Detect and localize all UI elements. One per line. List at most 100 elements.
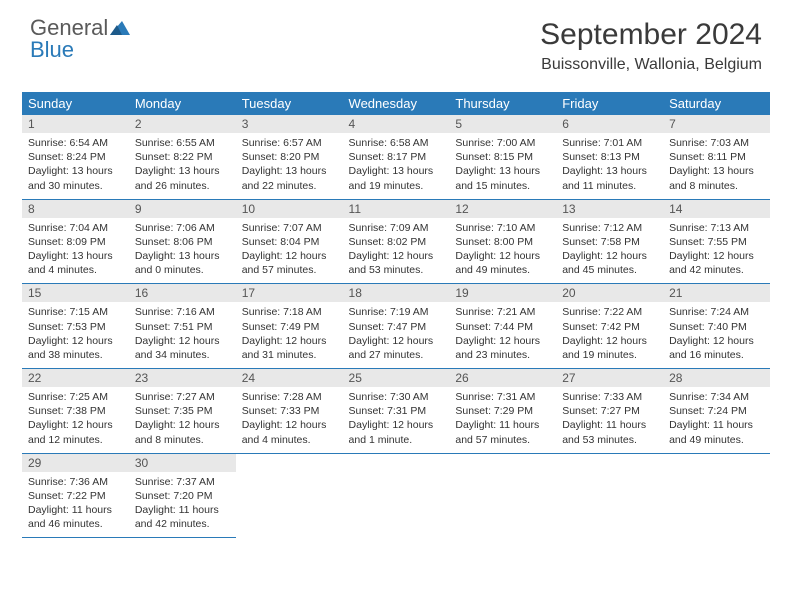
sunrise-label: Sunrise:: [562, 306, 603, 318]
sunset-line: Sunset: 7:27 PM: [562, 404, 657, 418]
day-number: 10: [236, 200, 343, 218]
logo: General Blue: [30, 18, 130, 62]
daylight-line: Daylight: 11 hours and 57 minutes.: [455, 418, 550, 446]
sunrise-value: 7:10 AM: [497, 222, 536, 234]
day-number: 30: [129, 454, 236, 472]
sunset-value: 7:33 PM: [280, 405, 319, 417]
sunset-value: 7:40 PM: [708, 321, 747, 333]
sunrise-value: 7:33 AM: [604, 391, 643, 403]
sunrise-label: Sunrise:: [135, 391, 176, 403]
sunset-value: 8:02 PM: [387, 236, 426, 248]
sunset-line: Sunset: 7:33 PM: [242, 404, 337, 418]
daylight-label: Daylight:: [455, 419, 499, 431]
sunrise-line: Sunrise: 7:36 AM: [28, 475, 123, 489]
day-body: Sunrise: 7:34 AMSunset: 7:24 PMDaylight:…: [663, 387, 770, 453]
day-body: Sunrise: 7:12 AMSunset: 7:58 PMDaylight:…: [556, 218, 663, 284]
sunset-line: Sunset: 8:04 PM: [242, 235, 337, 249]
sunrise-value: 7:12 AM: [604, 222, 643, 234]
sunset-value: 8:20 PM: [280, 151, 319, 163]
sunset-label: Sunset:: [455, 321, 494, 333]
day-body: Sunrise: 7:22 AMSunset: 7:42 PMDaylight:…: [556, 302, 663, 368]
daylight-line: Daylight: 13 hours and 11 minutes.: [562, 164, 657, 192]
sunset-line: Sunset: 7:20 PM: [135, 489, 230, 503]
day-body: Sunrise: 7:37 AMSunset: 7:20 PMDaylight:…: [129, 472, 236, 538]
sunrise-value: 7:31 AM: [497, 391, 536, 403]
logo-text: General Blue: [30, 15, 130, 62]
sunset-line: Sunset: 7:58 PM: [562, 235, 657, 249]
daylight-line: Daylight: 12 hours and 42 minutes.: [669, 249, 764, 277]
daylight-label: Daylight:: [135, 250, 179, 262]
sunset-label: Sunset:: [562, 321, 601, 333]
day-cell: 27Sunrise: 7:33 AMSunset: 7:27 PMDayligh…: [556, 369, 663, 454]
sunrise-value: 7:00 AM: [497, 137, 536, 149]
sunrise-label: Sunrise:: [669, 137, 710, 149]
daylight-label: Daylight:: [562, 250, 606, 262]
sunset-value: 8:15 PM: [494, 151, 533, 163]
sunrise-label: Sunrise:: [28, 476, 69, 488]
sunset-label: Sunset:: [562, 405, 601, 417]
logo-triangle-icon: [110, 18, 130, 38]
daylight-label: Daylight:: [455, 250, 499, 262]
sunrise-value: 7:34 AM: [711, 391, 750, 403]
sunset-value: 7:35 PM: [173, 405, 212, 417]
daylight-label: Daylight:: [349, 250, 393, 262]
day-of-week-header: Wednesday: [343, 92, 450, 115]
day-number: 28: [663, 369, 770, 387]
day-body: Sunrise: 7:19 AMSunset: 7:47 PMDaylight:…: [343, 302, 450, 368]
daylight-label: Daylight:: [242, 165, 286, 177]
day-cell: 16Sunrise: 7:16 AMSunset: 7:51 PMDayligh…: [129, 284, 236, 369]
day-cell: 13Sunrise: 7:12 AMSunset: 7:58 PMDayligh…: [556, 199, 663, 284]
day-number: 6: [556, 115, 663, 133]
sunset-label: Sunset:: [28, 321, 67, 333]
sunset-line: Sunset: 7:47 PM: [349, 320, 444, 334]
sunset-label: Sunset:: [455, 405, 494, 417]
sunset-line: Sunset: 8:00 PM: [455, 235, 550, 249]
day-body: Sunrise: 7:21 AMSunset: 7:44 PMDaylight:…: [449, 302, 556, 368]
day-number: 16: [129, 284, 236, 302]
day-body: Sunrise: 7:24 AMSunset: 7:40 PMDaylight:…: [663, 302, 770, 368]
sunset-line: Sunset: 7:42 PM: [562, 320, 657, 334]
day-cell: 24Sunrise: 7:28 AMSunset: 7:33 PMDayligh…: [236, 369, 343, 454]
sunset-label: Sunset:: [135, 151, 174, 163]
daylight-line: Daylight: 12 hours and 57 minutes.: [242, 249, 337, 277]
sunrise-value: 7:27 AM: [176, 391, 215, 403]
sunrise-line: Sunrise: 7:07 AM: [242, 221, 337, 235]
sunrise-line: Sunrise: 7:27 AM: [135, 390, 230, 404]
sunrise-line: Sunrise: 7:10 AM: [455, 221, 550, 235]
day-cell: 1Sunrise: 6:54 AMSunset: 8:24 PMDaylight…: [22, 115, 129, 199]
sunrise-line: Sunrise: 7:16 AM: [135, 305, 230, 319]
daylight-label: Daylight:: [562, 165, 606, 177]
daylight-line: Daylight: 11 hours and 46 minutes.: [28, 503, 123, 531]
day-cell: 29Sunrise: 7:36 AMSunset: 7:22 PMDayligh…: [22, 453, 129, 538]
day-of-week-header: Monday: [129, 92, 236, 115]
daylight-label: Daylight:: [349, 165, 393, 177]
sunset-value: 8:04 PM: [280, 236, 319, 248]
sunset-label: Sunset:: [562, 151, 601, 163]
sunrise-label: Sunrise:: [349, 306, 390, 318]
sunrise-label: Sunrise:: [562, 222, 603, 234]
day-body: Sunrise: 7:10 AMSunset: 8:00 PMDaylight:…: [449, 218, 556, 284]
day-body: Sunrise: 7:16 AMSunset: 7:51 PMDaylight:…: [129, 302, 236, 368]
sunset-value: 7:22 PM: [67, 490, 106, 502]
day-cell: 7Sunrise: 7:03 AMSunset: 8:11 PMDaylight…: [663, 115, 770, 199]
daylight-label: Daylight:: [28, 504, 72, 516]
sunset-label: Sunset:: [349, 321, 388, 333]
sunrise-line: Sunrise: 7:03 AM: [669, 136, 764, 150]
day-cell: 5Sunrise: 7:00 AMSunset: 8:15 PMDaylight…: [449, 115, 556, 199]
sunset-line: Sunset: 7:24 PM: [669, 404, 764, 418]
day-of-week-header: Friday: [556, 92, 663, 115]
day-number: 17: [236, 284, 343, 302]
sunrise-line: Sunrise: 7:24 AM: [669, 305, 764, 319]
sunset-line: Sunset: 7:31 PM: [349, 404, 444, 418]
sunset-value: 8:22 PM: [173, 151, 212, 163]
day-cell: .: [449, 453, 556, 538]
daylight-line: Daylight: 13 hours and 26 minutes.: [135, 164, 230, 192]
week-row: 8Sunrise: 7:04 AMSunset: 8:09 PMDaylight…: [22, 199, 770, 284]
day-cell: .: [663, 453, 770, 538]
location: Buissonville, Wallonia, Belgium: [30, 56, 762, 74]
sunset-line: Sunset: 7:53 PM: [28, 320, 123, 334]
sunrise-label: Sunrise:: [349, 391, 390, 403]
day-body: Sunrise: 7:13 AMSunset: 7:55 PMDaylight:…: [663, 218, 770, 284]
day-cell: 14Sunrise: 7:13 AMSunset: 7:55 PMDayligh…: [663, 199, 770, 284]
sunset-value: 7:58 PM: [601, 236, 640, 248]
